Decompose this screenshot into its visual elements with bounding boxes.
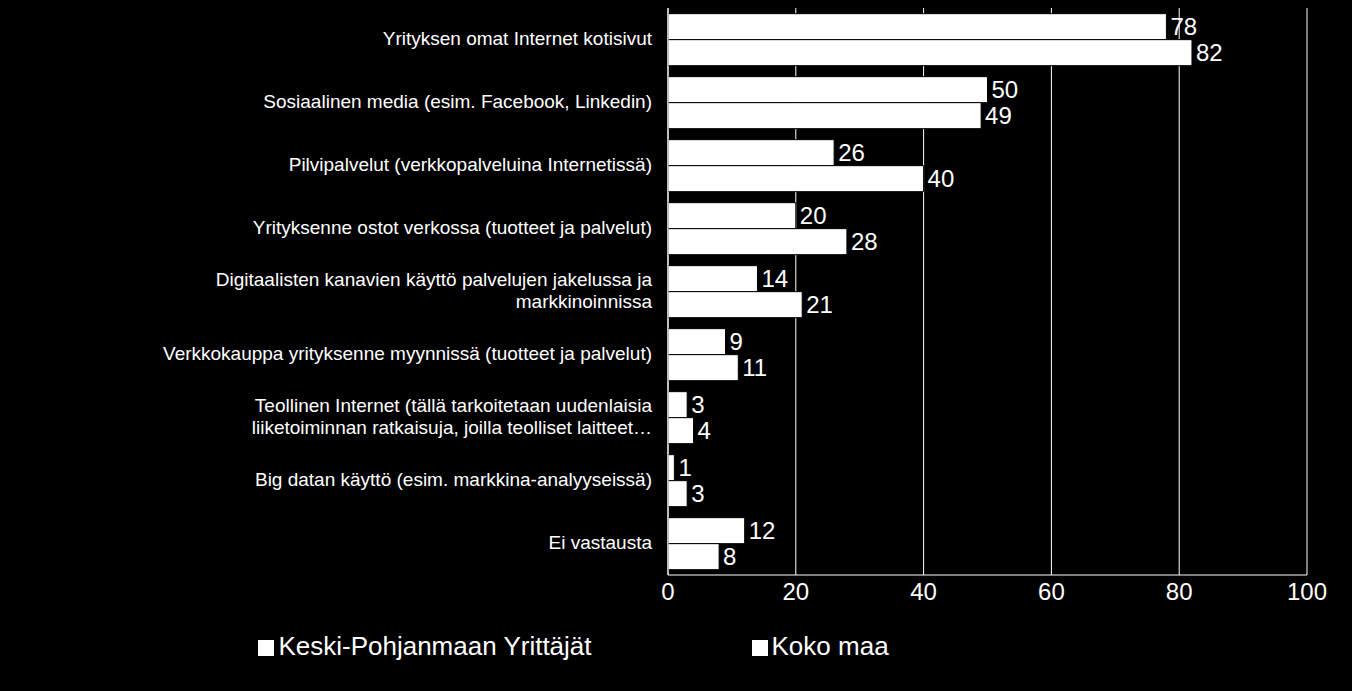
svg-text:80: 80	[1166, 578, 1193, 605]
svg-text:28: 28	[851, 228, 878, 255]
svg-text:11: 11	[742, 354, 767, 381]
svg-text:100: 100	[1287, 578, 1327, 605]
svg-text:Digitaalisten kanavien käyttö: Digitaalisten kanavien käyttö palvelujen…	[216, 269, 653, 312]
svg-text:40: 40	[928, 165, 955, 192]
svg-text:78: 78	[1170, 13, 1197, 40]
svg-text:Yrityksen omat Internet kotisi: Yrityksen omat Internet kotisivut	[383, 28, 653, 49]
svg-text:12: 12	[749, 517, 776, 544]
svg-text:4: 4	[698, 417, 711, 444]
svg-text:Teollinen Internet (tällä tark: Teollinen Internet (tällä tarkoitetaan u…	[252, 395, 653, 438]
svg-text:40: 40	[910, 578, 937, 605]
svg-text:26: 26	[838, 139, 865, 166]
svg-text:0: 0	[661, 578, 674, 605]
svg-text:Sosiaalinen media (esim. Faceb: Sosiaalinen media (esim. Facebook, Linke…	[263, 91, 652, 112]
html-text:Keski-Pohjanmaan Yrittäjät: Keski-Pohjanmaan Yrittäjät	[278, 631, 592, 661]
svg-text:21: 21	[806, 291, 833, 318]
svg-text:50: 50	[992, 76, 1019, 103]
svg-text:20: 20	[800, 202, 827, 229]
svg-text:3: 3	[691, 391, 704, 418]
svg-text:14: 14	[761, 265, 788, 292]
svg-text:20: 20	[782, 578, 809, 605]
svg-text:9: 9	[730, 328, 743, 355]
svg-text:Big datan käyttö (esim. markki: Big datan käyttö (esim. markkina-analyys…	[255, 469, 652, 490]
svg-text:Yrityksenne ostot verkossa (tu: Yrityksenne ostot verkossa (tuotteet ja …	[253, 217, 652, 238]
svg-text:49: 49	[985, 102, 1012, 129]
svg-text:8: 8	[723, 543, 736, 570]
svg-text:82: 82	[1196, 39, 1223, 66]
svg-text:1: 1	[678, 454, 691, 481]
html-text:Koko maa: Koko maa	[771, 631, 889, 661]
svg-text:Verkkokauppa yrityksenne myynn: Verkkokauppa yrityksenne myynnissä (tuot…	[163, 343, 652, 364]
svg-text:3: 3	[691, 480, 704, 507]
svg-text:Pilvipalvelut (verkkopalvelui: Pilvipalvelut (verkkopalveluina Internet…	[289, 154, 652, 175]
svg-text:60: 60	[1038, 578, 1065, 605]
svg-text:Ei vastausta: Ei vastausta	[549, 532, 653, 553]
